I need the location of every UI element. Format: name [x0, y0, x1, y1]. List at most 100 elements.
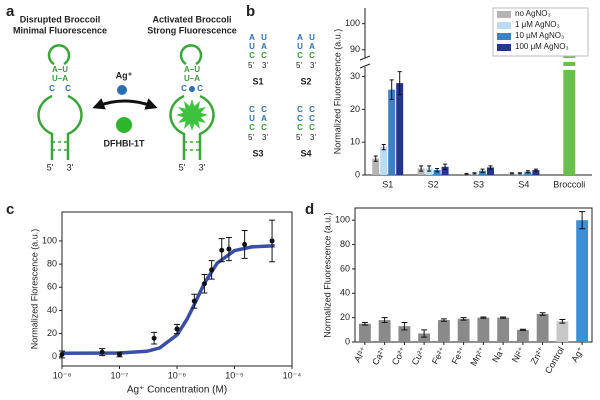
base: C — [249, 51, 255, 60]
base: C — [197, 84, 203, 93]
error-bar — [500, 316, 507, 319]
bar — [576, 220, 589, 342]
base: C — [297, 123, 303, 132]
base: C — [309, 123, 315, 132]
y-tick-label: 20 — [340, 312, 350, 322]
error-bar — [519, 328, 526, 331]
end-label: 5' — [248, 61, 254, 70]
bar — [536, 313, 549, 342]
loop — [179, 44, 203, 66]
error-bar — [427, 165, 432, 172]
bar — [378, 320, 391, 342]
y-tick-label: 0 — [355, 169, 360, 179]
end-label: 5' — [296, 61, 302, 70]
arrow — [92, 98, 158, 110]
bar — [433, 170, 441, 175]
left-title: Disrupted Broccoil — [20, 14, 101, 24]
bar-break — [560, 58, 579, 70]
data-point — [201, 281, 207, 287]
bar — [418, 333, 431, 342]
base-pair: A–U — [184, 65, 200, 74]
x-tick-label: Fe³⁺ — [450, 345, 468, 366]
base-pair: U–A — [52, 74, 68, 83]
hairpin-left: A–U U–A C C 5' 3' — [37, 44, 83, 172]
legend-label: no AgNO₃ — [515, 9, 551, 18]
data-point — [269, 238, 275, 244]
bar — [372, 158, 380, 175]
error-bar — [421, 329, 428, 338]
plot-frame — [61, 211, 293, 367]
error-bar — [443, 163, 448, 170]
legend-label: 1 μM AgNO₃ — [515, 20, 560, 29]
base: C — [309, 51, 315, 60]
end-label: 3' — [199, 162, 206, 172]
bar — [477, 317, 490, 342]
bar — [497, 317, 510, 342]
y-tick-label: 80 — [47, 258, 57, 268]
y-axis-label: Normalized Fluorescence (a.u.) — [332, 29, 342, 155]
x-tick-label: Control — [543, 345, 566, 375]
base: C — [297, 114, 303, 123]
end-label: 5' — [248, 133, 254, 142]
base: A — [297, 33, 303, 42]
structure-label: S1 — [252, 76, 263, 86]
x-tick-label: Mn²⁺ — [468, 345, 487, 368]
x-tick-label: 10⁻⁴ — [283, 370, 302, 380]
y-tick-label: 100 — [42, 235, 57, 245]
x-tick-label: Zn²⁺ — [529, 345, 547, 366]
base: U — [249, 42, 255, 51]
base: C — [297, 105, 303, 114]
data-point — [59, 351, 65, 357]
legend-swatch — [497, 44, 511, 51]
base: C — [261, 105, 267, 114]
end-label: 3' — [262, 61, 268, 70]
base-pair: U–A — [184, 74, 200, 83]
bar — [396, 83, 404, 175]
x-axis-label: Ag⁺ Concentration (M) — [127, 385, 227, 396]
error-bar — [533, 168, 538, 172]
base: C — [249, 123, 255, 132]
x-tick-label: 10⁻⁶ — [168, 370, 187, 380]
data-point — [219, 247, 225, 253]
x-tick-label: 10⁻⁷ — [110, 370, 128, 380]
y-tick-label: 0 — [345, 336, 350, 346]
x-tick-label: S1 — [382, 179, 393, 189]
base: U — [261, 33, 267, 42]
bar — [425, 168, 433, 175]
base: U — [249, 114, 255, 123]
base-pair: A–U — [52, 65, 68, 74]
base: C — [181, 84, 187, 93]
bar — [487, 167, 494, 175]
bar — [524, 171, 532, 175]
data-point — [151, 335, 157, 341]
error-bar — [397, 71, 402, 96]
end-label: 5' — [296, 133, 302, 142]
data-point — [226, 246, 232, 252]
base: C — [297, 51, 303, 60]
y-tick-label: 20 — [350, 104, 360, 114]
error-bar — [480, 168, 485, 173]
error-bar — [464, 172, 469, 176]
error-bar — [401, 322, 408, 331]
data-point — [117, 351, 122, 357]
error-bar — [389, 79, 394, 101]
bar — [417, 168, 425, 175]
data-point — [99, 349, 105, 355]
error-bar — [361, 322, 368, 326]
panel-label: c — [6, 201, 14, 218]
x-tick-label: Broccoli — [553, 179, 585, 189]
error-bar — [517, 172, 522, 175]
legend-swatch — [497, 11, 511, 18]
end-label: 3' — [310, 133, 316, 142]
x-tick-label: Na⁺ — [490, 345, 507, 364]
ion-dot — [117, 85, 127, 95]
end-label: 3' — [262, 133, 268, 142]
base: A — [261, 114, 267, 123]
base: A — [309, 42, 315, 51]
plot-frame — [354, 207, 593, 343]
ion-label: Ag⁺ — [116, 70, 133, 80]
y-tick-label: 30 — [350, 71, 360, 81]
right-title: Strong Fluorescence — [147, 25, 237, 35]
y-axis-label: Normalized Florescence (a.u.) — [29, 229, 39, 350]
error-bar — [488, 165, 493, 170]
